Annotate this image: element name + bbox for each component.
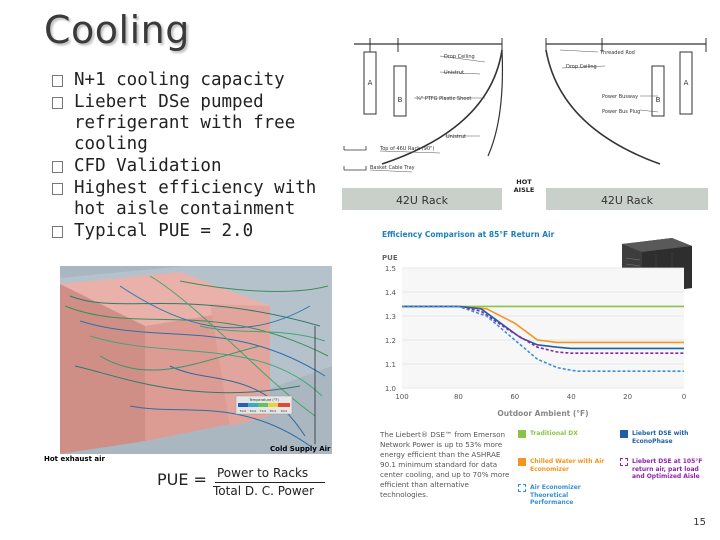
label-power-busway: Power Busway (602, 94, 638, 100)
chart-title: Efficiency Comparison at 85°F Return Air (382, 230, 555, 239)
bullet-box-icon (52, 97, 63, 109)
legend-swatch (518, 458, 526, 466)
cfd-legend-tick: 70.0 (260, 409, 267, 413)
formula-denominator: Total D. C. Power (213, 484, 314, 498)
label-drop-ceiling-left: Drop Ceiling (444, 54, 475, 60)
label-threaded-rod: Threaded Rod (599, 50, 635, 56)
formula-fraction-bar (215, 482, 325, 483)
bullet-text: N+1 cooling capacity (74, 70, 285, 90)
label-drop-ceiling-right: Drop Ceiling (566, 64, 597, 70)
formula-lhs: PUE = (157, 470, 207, 489)
label-top-of-rack: Top of 46U Rack (90") (379, 146, 434, 152)
hot-aisle-label: HOT (516, 178, 532, 186)
y-tick-label: 1.3 (385, 313, 396, 321)
y-tick-label: 1.0 (385, 385, 396, 393)
pue-line-chart: 1.0 1.1 1.2 1.3 1.4 1.5 100 80 60 40 20 0 PUE Outdoor… (382, 254, 686, 418)
cold-supply-air-caption: Cold Supply Air (270, 445, 331, 453)
series-line (402, 305, 684, 372)
marker-a-right: A (684, 79, 689, 87)
bullet-box-icon (52, 226, 63, 238)
rack-left-label: 42U Rack (396, 194, 449, 207)
label-unistrut-lower: Unistrut (446, 134, 466, 140)
label-power-bus-plug: Power Bus Plug (602, 109, 640, 115)
x-tick-label: 60 (510, 393, 519, 401)
marker-b-left: B (398, 96, 403, 104)
marker-a-left: A (368, 79, 373, 87)
rack-right-label: 42U Rack (601, 194, 654, 207)
cfd-simulation-image: Temperature (°F) 50.0 60.0 70.0 80.0 90.… (60, 266, 332, 454)
y-tick-label: 1.5 (385, 265, 396, 273)
bullet-item: Liebert DSe pumped refrigerant with free… (52, 92, 322, 155)
x-axis-label: Outdoor Ambient (°F) (497, 409, 588, 418)
cfd-legend-title: Temperature (°F) (248, 398, 279, 402)
x-tick-label: 100 (395, 393, 408, 401)
legend-swatch (518, 484, 526, 492)
y-tick-label: 1.4 (385, 289, 397, 297)
bullet-text: CFD Validation (74, 156, 222, 176)
hot-aisle-label: AISLE (514, 186, 535, 194)
bullet-list: N+1 cooling capacity Liebert DSe pumped … (52, 70, 322, 243)
legend-swatch (620, 430, 628, 438)
plot-area (402, 268, 684, 388)
efficiency-description: The Liebert® DSE™ from Emerson Network P… (380, 430, 510, 499)
bullet-text: Highest efficiency with hot aisle contai… (74, 178, 317, 219)
x-tick-label: 0 (682, 393, 686, 401)
legend-label: Chilled Water with Air Economizer (530, 458, 605, 473)
slide-title: Cooling (44, 8, 190, 52)
series-line (402, 305, 684, 350)
formula-numerator: Power to Racks (217, 466, 309, 480)
cfd-legend-tick: 60.0 (250, 409, 257, 413)
bullet-box-icon (52, 75, 63, 87)
x-tick-label: 20 (623, 393, 632, 401)
efficiency-comparison-panel: Efficiency Comparison at 85°F Return Air… (376, 226, 712, 518)
x-tick-label: 40 (567, 393, 576, 401)
y-axis-label: PUE (382, 254, 398, 262)
cfd-legend-tick: 50.0 (240, 409, 247, 413)
label-unistrut-left: Unistrut (444, 70, 464, 76)
series-line (402, 305, 684, 354)
hot-exhaust-air-caption: Hot exhaust air (44, 455, 105, 463)
page-number: 15 (693, 517, 706, 528)
cfd-legend-tick: 80.0 (270, 409, 277, 413)
bullet-item: CFD Validation (52, 156, 322, 177)
label-ptfe-sheet: ¾" PTFG Plastic Sheet (416, 96, 471, 102)
legend-label: Liebert DSE with EconoPhase (632, 430, 689, 445)
y-tick-label: 1.1 (385, 361, 396, 369)
bullet-item: N+1 cooling capacity (52, 70, 322, 91)
legend-label: Air Economizer Theoretical Performance (530, 484, 581, 506)
marker-b-right: B (656, 96, 661, 104)
legend-swatch (620, 458, 628, 466)
y-tick-label: 1.2 (385, 337, 396, 345)
bullet-box-icon (52, 161, 63, 173)
legend-swatch (518, 430, 526, 438)
legend-label: Traditional DX (530, 430, 578, 437)
bullet-text: Liebert DSe pumped refrigerant with free… (74, 92, 296, 154)
x-tick-label: 80 (454, 393, 463, 401)
bullet-box-icon (52, 183, 63, 195)
bullet-text: Typical PUE = 2.0 (74, 221, 254, 241)
rack-containment-diagram: A B A B Drop Ceiling Unistrut ¾" PTFG Pl… (342, 38, 708, 210)
bullet-item: Highest efficiency with hot aisle contai… (52, 178, 322, 220)
bullet-item: Typical PUE = 2.0 (52, 221, 322, 242)
legend-label: Liebert DSE at 105°F return air, part lo… (632, 458, 703, 480)
cfd-legend-tick: 90.0 (281, 409, 288, 413)
label-basket-tray: Basket Cable Tray (370, 165, 415, 171)
